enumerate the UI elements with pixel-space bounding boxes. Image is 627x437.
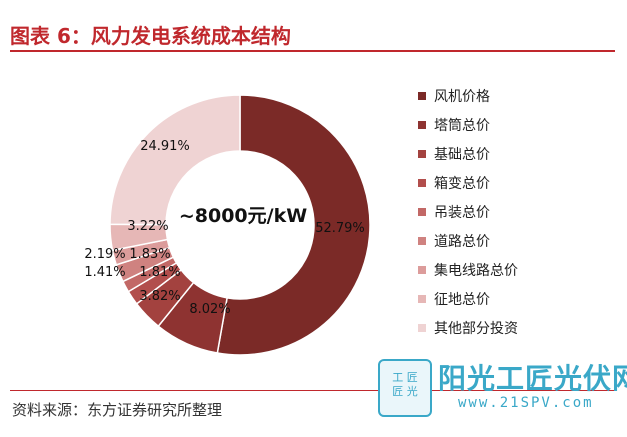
slice-value-label: 3.82% (139, 289, 180, 304)
legend-label: 集电线路总价 (434, 262, 518, 279)
legend-label: 塔筒总价 (434, 117, 490, 134)
legend-swatch (418, 324, 426, 332)
legend-swatch (418, 92, 426, 100)
slice-value-label: 2.19% (84, 247, 125, 262)
title-divider (10, 50, 615, 52)
legend-label: 其他部分投资 (434, 321, 518, 337)
watermark: 工 匠 匠 光 阳光工匠光伏网 www.21SPV.com (368, 355, 627, 417)
legend-swatch (418, 121, 426, 129)
legend-swatch (418, 266, 426, 274)
slice-value-label: 1.83% (129, 247, 170, 262)
legend-swatch (418, 208, 426, 216)
legend-swatch (418, 150, 426, 158)
slice-value-label: 52.79% (315, 221, 365, 236)
watermark-badge-text: 匠 光 (392, 385, 418, 398)
legend-label: 箱变总价 (434, 176, 490, 192)
chart-title: 图表 6：风力发电系统成本结构 (10, 24, 291, 48)
legend-label: 征地总价 (434, 292, 490, 308)
slice-value-label: 1.41% (84, 265, 125, 280)
slice-value-label: 24.91% (140, 139, 190, 154)
donut-slice (216, 94, 371, 356)
legend-swatch (418, 295, 426, 303)
slice-value-label: 8.02% (189, 302, 230, 317)
percent-label-group: 52.79% 8.02% 3.82% 1.81% 1.41% 2.19% 1.83% 3.22… (84, 139, 364, 317)
legend-label: 风机价格 (434, 89, 490, 105)
source-note: 资料来源：东方证券研究所整理 (12, 401, 223, 419)
legend-swatch (418, 179, 426, 187)
slice-value-label: 1.81% (139, 265, 180, 280)
legend-swatch (418, 237, 426, 245)
slice-group (109, 94, 371, 356)
watermark-badge-icon: 工 匠 匠 光 (378, 359, 432, 417)
legend-label: 吊装总价 (434, 205, 490, 221)
donut-slice (109, 94, 241, 226)
title-bar: 图表 6：风力发电系统成本结构 (0, 18, 627, 52)
legend-label: 基础总价 (434, 146, 490, 163)
legend-label: 道路总价 (434, 234, 490, 250)
watermark-name: 阳光工匠光伏网 (438, 362, 627, 395)
footer-divider (10, 390, 615, 391)
center-label: ~8000元/kW (179, 205, 307, 227)
slice-value-label: 3.22% (127, 219, 168, 234)
watermark-badge-text: 工 匠 (392, 371, 418, 384)
watermark-url: www.21SPV.com (458, 395, 594, 411)
